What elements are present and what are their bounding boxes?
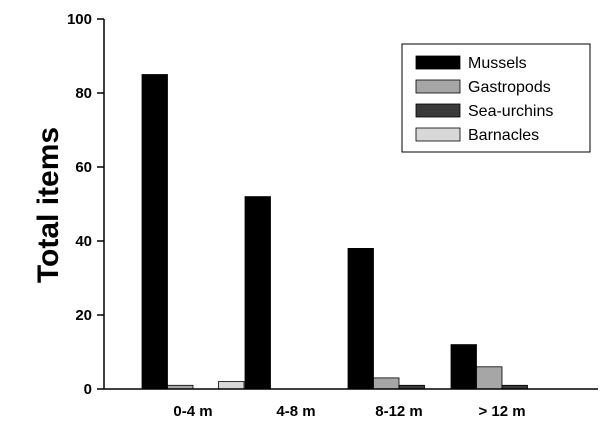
y-tick-label: 0 [84, 381, 92, 398]
x-tick-label: 0-4 m [173, 403, 212, 420]
y-axis-title: Total items [32, 127, 65, 283]
bar-gastropods-3 [373, 377, 400, 390]
legend: Mussels Gastropods Sea-urchins Barnacles [401, 43, 591, 153]
bar-gastropods-4 [476, 366, 503, 390]
bar-barnacles-1 [218, 381, 245, 390]
legend-label: Mussels [468, 55, 527, 72]
legend-label: Barnacles [468, 127, 539, 144]
x-ticks: 0-4 m 4-8 m 8-12 m > 12 m [173, 403, 525, 420]
legend-label: Sea-urchins [468, 103, 553, 120]
legend-swatch [415, 103, 461, 118]
y-tick-label: 40 [75, 233, 92, 250]
bars-layer [141, 74, 528, 390]
x-tick-label: 8-12 m [375, 403, 423, 420]
legend-swatch [415, 127, 461, 142]
y-tick-label: 20 [75, 307, 92, 324]
legend-label: Gastropods [468, 79, 551, 96]
legend-swatch [415, 55, 461, 70]
bar-mussels-3 [347, 247, 374, 390]
y-ticks: 0 20 40 60 80 100 [67, 11, 104, 398]
axes-layer [103, 19, 598, 390]
legend-swatch [415, 79, 461, 94]
bar-mussels-4 [450, 344, 477, 390]
y-tick-label: 60 [75, 159, 92, 176]
bar-mussels-1 [141, 74, 168, 390]
bar-mussels-2 [244, 196, 271, 390]
y-tick-label: 80 [75, 85, 92, 102]
x-tick-label: 4-8 m [276, 403, 315, 420]
x-tick-label: > 12 m [478, 403, 525, 420]
legend-items: Mussels Gastropods Sea-urchins Barnacles [415, 55, 553, 144]
y-tick-label: 100 [67, 11, 92, 28]
